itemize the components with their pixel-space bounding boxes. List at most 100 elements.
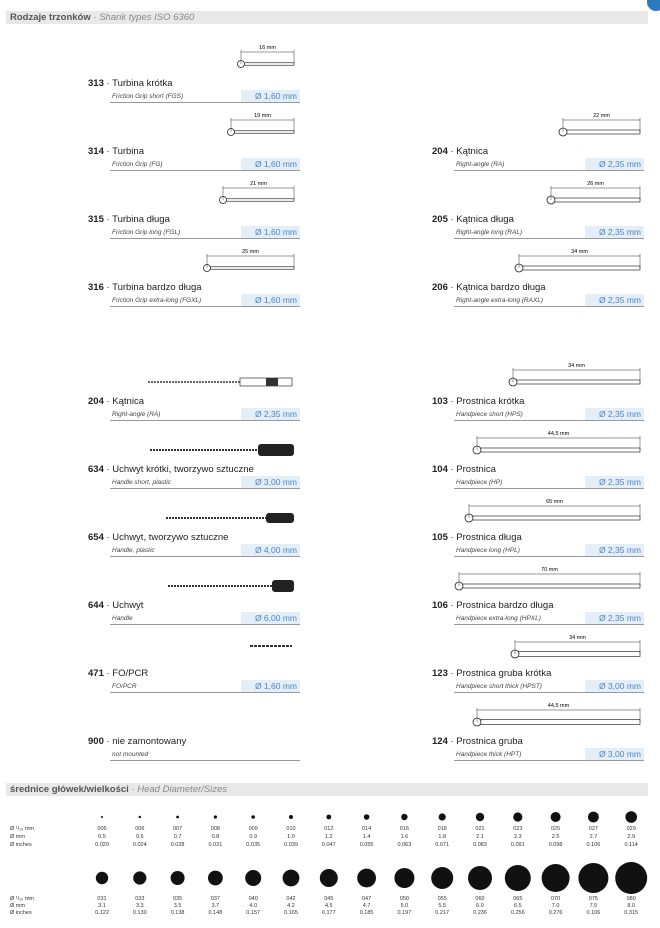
tool-shaft bbox=[207, 266, 295, 270]
catalog-item: 313 · Turbina krótka Friction Grip short … bbox=[88, 78, 300, 108]
catalog-item: 471 · FO/PCR FO/PCR Ø 1,60 mm bbox=[88, 668, 300, 698]
tool-shaft bbox=[231, 130, 295, 134]
item-title: · Uchwyt krótki, tworzywo sztuczne bbox=[103, 464, 254, 475]
dimension-label: 21 mm bbox=[250, 181, 267, 187]
item-rule bbox=[110, 488, 300, 489]
size-cell: 016 bbox=[399, 826, 409, 832]
head-size-dot bbox=[289, 815, 293, 819]
tool-shaft bbox=[519, 265, 641, 271]
size-cell: 1.6 bbox=[400, 834, 409, 840]
dimension-label: 26 mm bbox=[587, 181, 604, 187]
size-cell: 7.5 bbox=[589, 903, 598, 909]
head-size-dot bbox=[95, 871, 109, 885]
item-rule bbox=[110, 556, 300, 557]
size-cell: 0.071 bbox=[435, 842, 450, 848]
size-cell: 0.8 bbox=[211, 834, 220, 840]
item-desc: Friction Grip (FG) bbox=[112, 161, 163, 168]
item-rule bbox=[110, 420, 300, 421]
size-cell: 029 bbox=[626, 826, 636, 832]
tool-shaft bbox=[551, 197, 641, 203]
item-diameter: Ø 2,35 mm bbox=[585, 544, 644, 556]
item-code: 316 bbox=[88, 282, 104, 293]
item-title: · Prostnica gruba krótka bbox=[447, 668, 552, 679]
item-title: · FO/PCR bbox=[103, 668, 149, 679]
row-label: Ø inches bbox=[10, 910, 32, 916]
item-name: 124 · Prostnica gruba bbox=[432, 736, 523, 747]
tool-shaft bbox=[241, 62, 295, 66]
catalog-item: 206 · Kątnica bardzo długa Right-angle ex… bbox=[432, 282, 644, 312]
size-cell: 2.7 bbox=[589, 834, 598, 840]
size-cell: 0.138 bbox=[170, 910, 185, 916]
dimension-label: 22 mm bbox=[593, 113, 610, 119]
item-desc: Right-angle (RA) bbox=[112, 411, 161, 418]
section-header: Rodzaje trzonków · Shank types ISO 6360 bbox=[6, 11, 648, 24]
item-name: 316 · Turbina bardzo długa bbox=[88, 282, 202, 293]
catalog-item: 315 · Turbina długa Friction Grip long (F… bbox=[88, 214, 300, 244]
head-size-dot bbox=[101, 816, 103, 818]
size-cell: 0.177 bbox=[321, 910, 336, 916]
catalog-item: 634 · Uchwyt krótki, tworzywo sztuczne Ha… bbox=[88, 464, 300, 494]
size-cell: 0.035 bbox=[246, 842, 261, 848]
size-cell: 033 bbox=[135, 896, 145, 902]
item-name: 103 · Prostnica krótka bbox=[432, 396, 524, 407]
head-size-dot bbox=[326, 814, 332, 820]
catalog-item: 123 · Prostnica gruba krótka Handpiece sh… bbox=[432, 668, 644, 698]
item-desc: Handle, plastic bbox=[112, 547, 155, 554]
size-cell: 3.1 bbox=[98, 903, 106, 909]
size-cell: 4.0 bbox=[249, 903, 258, 909]
head-size-dot bbox=[208, 870, 223, 886]
item-rule bbox=[110, 238, 300, 239]
size-cell: 060 bbox=[475, 896, 485, 902]
item-diameter: Ø 4,00 mm bbox=[241, 544, 300, 556]
size-cell: 045 bbox=[324, 896, 334, 902]
item-desc: Handle bbox=[112, 615, 133, 622]
size-cell: 012 bbox=[324, 826, 334, 832]
item-desc: Handpiece short thick (HPST) bbox=[456, 683, 542, 690]
item-code: 654 bbox=[88, 532, 104, 543]
item-diameter: Ø 1,60 mm bbox=[241, 294, 300, 306]
item-code: 124 bbox=[432, 736, 448, 747]
item-title: · Prostnica bardzo długa bbox=[447, 600, 554, 611]
size-cell: 0.024 bbox=[132, 842, 147, 848]
item-diameter: Ø 1,60 mm bbox=[241, 226, 300, 238]
item-title: · Uchwyt bbox=[103, 600, 144, 611]
size-cell: 8.0 bbox=[627, 903, 636, 909]
size-cell: 0.6 bbox=[135, 834, 144, 840]
item-rule bbox=[454, 624, 644, 625]
size-cell: 0.098 bbox=[548, 842, 563, 848]
size-cell: 009 bbox=[248, 826, 258, 832]
size-cell: 065 bbox=[513, 896, 523, 902]
size-cell: 3.7 bbox=[211, 903, 220, 909]
size-cell: 5.5 bbox=[438, 903, 447, 909]
item-code: 204 bbox=[88, 396, 104, 407]
size-cell: 0.063 bbox=[397, 842, 412, 848]
item-diameter: Ø 2,35 mm bbox=[585, 226, 644, 238]
size-cell: 0.106 bbox=[586, 842, 601, 848]
head-size-dot bbox=[615, 862, 648, 894]
size-cell: 025 bbox=[551, 826, 561, 832]
size-cell: 031 bbox=[97, 896, 107, 902]
item-desc: Handpiece short (HPS) bbox=[456, 411, 523, 418]
item-title: · nie zamontowany bbox=[103, 736, 187, 747]
size-cell: 0.276 bbox=[548, 910, 563, 916]
size-cell: 0.091 bbox=[510, 842, 525, 848]
row-label: Ø mm bbox=[10, 903, 25, 909]
head-size-dot bbox=[319, 869, 338, 887]
size-cell: 023 bbox=[513, 826, 523, 832]
head-size-dot bbox=[541, 864, 570, 892]
head-size-dot bbox=[133, 871, 147, 885]
dimension-label: 19 mm bbox=[254, 113, 271, 119]
head-size-dot bbox=[363, 814, 370, 820]
size-cell: 0.5 bbox=[98, 834, 106, 840]
size-cell: 2.9 bbox=[627, 834, 636, 840]
item-diameter: Ø 2,35 mm bbox=[585, 612, 644, 624]
size-cell: 2.3 bbox=[513, 834, 522, 840]
size-cell: 037 bbox=[210, 896, 220, 902]
item-rule bbox=[454, 556, 644, 557]
item-code: 634 bbox=[88, 464, 104, 475]
item-desc: Handpiece extra-long (HPXL) bbox=[456, 615, 541, 622]
item-diameter: Ø 2,35 mm bbox=[585, 294, 644, 306]
catalog-item: 204 · Kątnica Right-angle (RA) Ø 2,35 mm bbox=[88, 396, 300, 426]
size-cell: 0.047 bbox=[321, 842, 336, 848]
